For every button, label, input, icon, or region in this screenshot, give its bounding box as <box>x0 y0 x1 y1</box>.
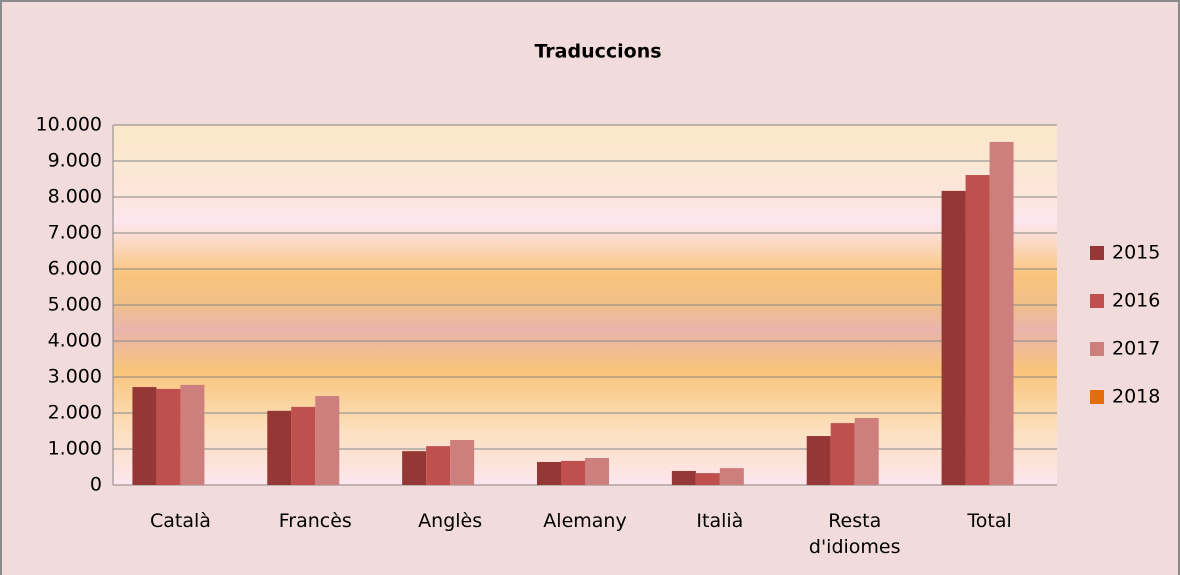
y-tick-label: 8.000 <box>48 186 102 208</box>
y-tick-label: 4.000 <box>48 330 102 352</box>
x-tick-label: Català <box>149 510 211 532</box>
x-tick-label: Resta d'idiomes <box>808 510 901 558</box>
y-tick-label: 7.000 <box>48 222 102 244</box>
bar <box>671 470 696 485</box>
legend-swatch <box>1090 294 1104 308</box>
legend-swatch <box>1090 246 1104 260</box>
y-tick-label: 10.000 <box>36 114 102 136</box>
bar <box>156 388 181 485</box>
bar <box>806 436 831 485</box>
y-tick-label: 3.000 <box>48 366 102 388</box>
bar <box>315 396 340 485</box>
bar <box>854 418 879 485</box>
x-tick-label: Alemany <box>543 510 627 532</box>
legend-label: 2017 <box>1112 338 1160 360</box>
bar <box>450 440 475 485</box>
bar <box>965 175 990 486</box>
x-tick-label: Francès <box>278 510 352 532</box>
bar <box>291 406 316 485</box>
x-tick-label: Anglès <box>418 510 483 532</box>
legend-swatch <box>1090 390 1104 404</box>
legend-label: 2016 <box>1112 290 1160 312</box>
x-tick-label: Total <box>967 510 1012 532</box>
y-tick-label: 9.000 <box>48 150 102 172</box>
y-tick-label: 6.000 <box>48 258 102 280</box>
x-tick-label: Italià <box>696 510 744 532</box>
bar <box>180 384 205 485</box>
bar <box>585 458 609 485</box>
legend-label: 2015 <box>1112 242 1160 264</box>
bar <box>402 451 427 485</box>
bar <box>719 468 744 485</box>
legend-label: 2018 <box>1112 386 1160 408</box>
chart-title: Traduccions <box>534 41 661 63</box>
y-tick-label: 2.000 <box>48 402 102 424</box>
y-tick-label: 1.000 <box>48 438 102 460</box>
y-tick-label: 0 <box>90 474 102 496</box>
bar <box>830 423 855 485</box>
bar <box>989 141 1014 486</box>
bar <box>426 446 451 485</box>
legend-swatch <box>1090 342 1104 356</box>
bar <box>537 461 561 485</box>
bar <box>132 387 157 485</box>
bar <box>941 190 966 485</box>
bar <box>695 473 720 485</box>
bar <box>267 410 292 485</box>
bar <box>561 460 585 485</box>
y-tick-label: 5.000 <box>48 294 102 316</box>
